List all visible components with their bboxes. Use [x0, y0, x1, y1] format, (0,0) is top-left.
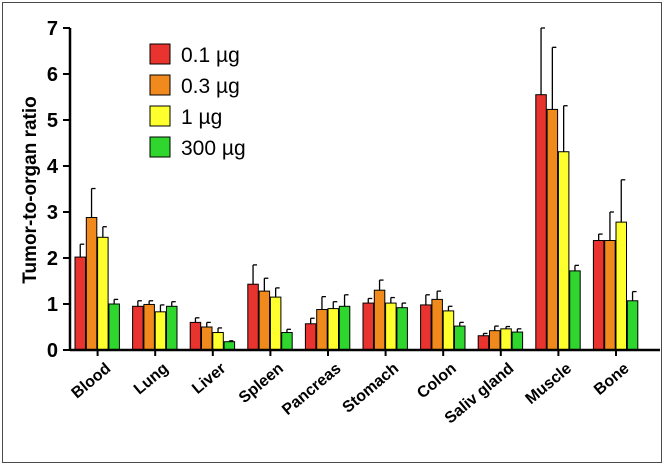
- y-tick-label: 3: [47, 202, 58, 224]
- bar: [442, 310, 455, 351]
- legend: 0.1 µg 0.3 µg 1 µg 300 µg: [149, 43, 246, 160]
- legend-label: 300 µg: [181, 137, 246, 160]
- category-label: Spleen: [236, 360, 287, 407]
- bar: [454, 325, 466, 351]
- y-tick-label: 7: [47, 18, 58, 40]
- y-tick-label: 2: [47, 248, 58, 270]
- y-tick-label: 6: [47, 64, 58, 86]
- category-label: Muscle: [522, 360, 575, 408]
- legend-swatch: [149, 136, 171, 158]
- bar: [201, 326, 213, 351]
- legend-label: 0.1 µg: [181, 44, 240, 67]
- bar: [154, 311, 167, 351]
- bar: [592, 240, 605, 351]
- bar: [557, 151, 570, 351]
- bar: [85, 217, 98, 351]
- category-label: Colon: [414, 360, 460, 402]
- y-tick-label: 1: [47, 294, 58, 316]
- category-label: Stomach: [339, 360, 402, 416]
- bar: [546, 108, 559, 351]
- category-label: Liver: [189, 360, 229, 398]
- legend-swatch: [149, 43, 171, 65]
- bar: [327, 308, 339, 351]
- category-label: Blood: [69, 360, 115, 402]
- bar: [500, 328, 512, 351]
- bar: [535, 94, 547, 351]
- bar: [189, 321, 202, 351]
- bar: [281, 332, 293, 351]
- bar: [385, 302, 397, 351]
- bar: [74, 256, 86, 351]
- y-tick-label: 5: [47, 110, 58, 132]
- bar: [615, 221, 627, 351]
- bar: [143, 303, 155, 351]
- bar: [626, 300, 639, 351]
- bar: [604, 240, 616, 351]
- bar: [338, 305, 351, 351]
- bar: [258, 290, 271, 351]
- y-axis-title: Tumor-to-organ ratio: [20, 96, 41, 284]
- bar: [569, 270, 581, 351]
- bar: [477, 335, 490, 351]
- category-label: Pancreas: [279, 360, 345, 419]
- bar: [373, 289, 386, 351]
- bar: [132, 305, 144, 351]
- bar: [108, 303, 120, 351]
- legend-swatch: [149, 105, 171, 127]
- bar: [511, 331, 524, 351]
- bar: [97, 236, 109, 351]
- bar: [212, 332, 224, 351]
- bar: [362, 302, 374, 351]
- bar: [420, 304, 432, 351]
- bar: [166, 305, 178, 351]
- legend-swatch: [149, 74, 171, 96]
- bar: [431, 298, 443, 351]
- legend-label: 1 µg: [181, 106, 222, 129]
- bar: [269, 296, 282, 351]
- bar: [396, 307, 408, 351]
- bar: [247, 283, 259, 351]
- bar: [316, 309, 328, 351]
- bar: [304, 323, 317, 351]
- y-tick-label: 0: [47, 340, 58, 362]
- bar: [489, 330, 501, 351]
- category-label: Bone: [591, 360, 633, 399]
- y-tick-label: 4: [47, 156, 59, 178]
- legend-label: 0.3 µg: [181, 75, 240, 98]
- category-label: Lung: [131, 360, 172, 398]
